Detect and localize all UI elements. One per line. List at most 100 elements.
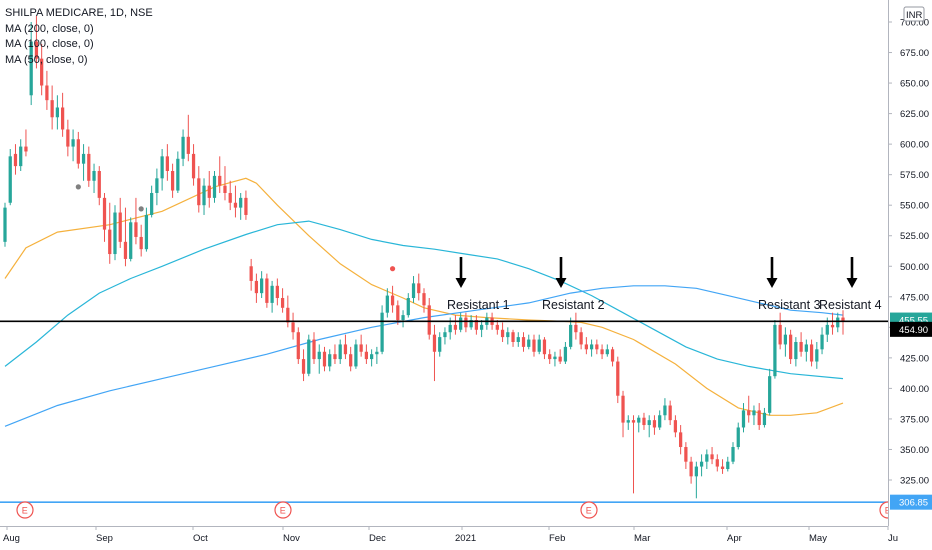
candle [40,43,44,96]
candle-body [60,107,65,130]
candle [469,315,473,330]
ma200-line [4,285,844,427]
candle [720,459,725,474]
candle-body [642,417,646,426]
event-label: E [280,506,286,516]
candle [338,339,342,364]
annotation-resistant-2: Resistant 2 [542,257,605,312]
candle [333,344,337,364]
candle [584,337,588,355]
candle [652,415,657,435]
candle-body [809,344,814,362]
candle [280,288,285,313]
price-tag: 454.90 [890,321,932,337]
candle-body [81,153,86,164]
candle [265,273,269,308]
candle-body [97,171,101,198]
candle-body [34,41,39,59]
candle-body [417,283,421,294]
candle-body [616,361,620,396]
candle-body [396,305,400,321]
annotation-label: Resistant 3 [758,298,821,312]
candle-body [170,171,175,191]
candle-body [291,322,295,333]
candle [579,327,583,350]
candle [699,454,704,477]
candle [129,217,133,262]
candle-body [322,351,327,367]
candle [495,320,499,335]
candle-body [354,344,358,367]
candle [275,278,279,306]
candle-body [794,341,798,360]
candle [799,332,803,357]
price-tag-label: 306.85 [899,498,928,509]
candle-body [118,212,122,242]
candle [459,312,463,333]
candle [176,151,180,193]
candle [359,334,363,357]
candle [417,273,421,301]
candle [637,415,641,433]
candle [658,410,662,430]
candle [736,422,740,450]
candle-body [280,298,285,308]
candle-body [516,337,520,342]
candle-body [820,334,824,350]
candle-body [804,344,808,352]
candle-body [55,107,59,118]
candle [380,305,384,355]
candle-body [139,236,143,250]
candle [830,312,835,335]
candle [647,415,651,438]
x-tick-label: Aug [3,533,20,544]
candle-body [270,285,274,303]
candle [521,332,526,352]
candle [202,178,206,215]
candle [621,390,625,438]
x-tick-label: Ju [888,533,898,544]
candle-body [841,317,845,322]
candle [464,312,468,333]
candle-body [228,192,232,203]
candle-body [558,356,562,362]
candle [553,351,557,367]
candle [8,149,12,206]
candle [762,407,767,428]
candle-body [710,454,714,460]
x-tick-label: May [809,533,827,544]
candle [809,339,814,367]
candle-body [223,185,227,193]
candle [694,461,698,499]
candle-body [652,420,657,428]
candle [19,139,23,172]
candle [668,400,672,426]
x-tick-label: Apr [727,533,742,544]
candle [506,327,510,345]
candle [684,442,688,470]
candle-body [574,324,578,333]
candle [370,349,374,367]
candle-body [181,136,185,159]
candle-body [579,332,583,345]
candle [218,156,222,193]
candle-body [312,339,316,360]
x-tick-label: Oct [193,533,208,544]
candle [296,327,300,364]
candle-body [390,295,395,306]
candle [71,129,75,162]
candle-body [160,156,164,179]
candle [29,22,33,106]
candle-body [301,359,306,374]
candle [726,456,730,472]
candle-body [349,354,353,367]
candle [563,341,568,364]
candle [422,288,426,313]
y-tick-label: 600.00 [900,140,929,151]
overlays: Resistant 1 Resistant 2 Resistant 3Resista… [0,184,897,519]
annotation-label: Resistant 2 [542,298,605,312]
candle [197,166,201,213]
